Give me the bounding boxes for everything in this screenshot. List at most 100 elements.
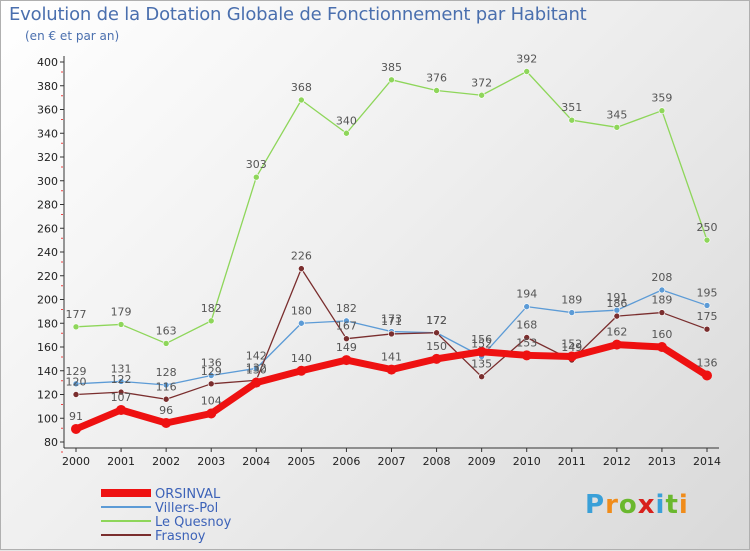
data-point-frasnoy (613, 312, 621, 320)
data-point-villers-pol (207, 372, 215, 379)
data-label-le-quesnoy: 345 (606, 108, 627, 121)
data-label-frasnoy: 149 (561, 341, 582, 354)
data-label-orsinval: 153 (516, 336, 537, 349)
axes: 80 100 120 140 160 180 200 220 240 260 280 300 320 34… (37, 56, 721, 468)
y-tick-label: 240 (37, 246, 58, 259)
data-point-frasnoy (703, 325, 711, 333)
data-point-orsinval (161, 418, 172, 428)
data-label-le-quesnoy: 359 (651, 92, 672, 105)
data-point-orsinval (296, 365, 307, 376)
data-point-frasnoy (478, 373, 485, 380)
legend-label-villers-pol: Villers-Pol (155, 501, 218, 516)
data-point-frasnoy (162, 395, 170, 403)
data-point-villers-pol (568, 309, 576, 316)
data-point-villers-pol (298, 319, 305, 327)
data-point-le-quesnoy (162, 340, 170, 347)
data-label-le-quesnoy: 392 (516, 53, 537, 66)
series-lines (71, 68, 712, 434)
data-label-frasnoy: 189 (651, 294, 672, 307)
data-label-orsinval: 152 (561, 338, 582, 351)
data-label-frasnoy: 172 (426, 314, 447, 327)
data-point-villers-pol (703, 302, 711, 309)
data-label-orsinval: 136 (697, 357, 718, 370)
x-tick-label: 2013 (648, 455, 676, 468)
data-point-villers-pol (658, 286, 666, 294)
y-tick-label: 120 (37, 389, 58, 402)
data-point-orsinval (566, 351, 577, 362)
y-tick-label: 220 (37, 270, 58, 283)
data-point-le-quesnoy (523, 68, 531, 75)
logo-letter: x (637, 490, 656, 520)
data-point-le-quesnoy (343, 129, 350, 137)
logo-letter: i (678, 490, 689, 520)
x-tick-label: 2009 (468, 455, 496, 468)
logo-letter: r (605, 490, 619, 520)
y-tick-label: 260 (37, 222, 58, 235)
data-point-orsinval (521, 350, 532, 361)
data-label-frasnoy: 116 (156, 380, 177, 393)
data-label-villers-pol: 194 (516, 288, 537, 301)
data-point-le-quesnoy (703, 236, 711, 244)
data-label-frasnoy: 122 (111, 373, 132, 386)
data-point-orsinval (251, 377, 262, 388)
y-tick-label: 80 (44, 436, 58, 449)
y-tick-label: 160 (37, 341, 58, 354)
data-label-villers-pol: 128 (156, 366, 177, 379)
y-tick-label: 280 (37, 199, 58, 212)
chart-title: Evolution de la Dotation Globale de Fonc… (9, 4, 587, 25)
data-point-le-quesnoy (298, 96, 305, 104)
data-label-orsinval: 107 (111, 391, 132, 404)
data-label-orsinval: 141 (381, 351, 402, 364)
data-label-frasnoy: 168 (516, 319, 537, 332)
data-point-le-quesnoy (72, 323, 80, 331)
data-point-frasnoy (658, 309, 666, 316)
proxiti-logo: Proxiti (585, 490, 689, 520)
data-point-orsinval (431, 353, 442, 364)
y-tick-label: 100 (37, 412, 58, 425)
data-point-le-quesnoy (207, 317, 215, 325)
data-label-le-quesnoy: 372 (471, 76, 492, 89)
data-label-villers-pol: 208 (651, 271, 672, 284)
data-label-orsinval: 104 (201, 395, 222, 408)
data-label-frasnoy: 135 (471, 358, 492, 371)
data-label-orsinval: 156 (471, 333, 492, 346)
logo-letter: o (618, 490, 638, 520)
x-tick-label: 2006 (332, 455, 360, 468)
x-tick-label: 2010 (513, 455, 541, 468)
data-label-villers-pol: 129 (66, 365, 87, 378)
data-point-orsinval (702, 370, 712, 381)
data-label-villers-pol: 173 (381, 313, 402, 326)
data-label-villers-pol: 180 (291, 304, 312, 317)
legend-label-le-quesnoy: Le Quesnoy (155, 515, 232, 530)
data-point-le-quesnoy (478, 91, 485, 99)
data-point-orsinval (116, 404, 127, 415)
x-tick-label: 2001 (107, 455, 135, 468)
data-label-le-quesnoy: 177 (66, 308, 87, 321)
data-point-le-quesnoy (388, 76, 395, 84)
y-tick-label: 300 (37, 175, 58, 188)
data-point-frasnoy (343, 335, 350, 342)
logo-letter: t (665, 490, 679, 520)
data-point-frasnoy (298, 265, 305, 272)
data-point-le-quesnoy (568, 116, 576, 124)
data-label-le-quesnoy: 250 (697, 221, 718, 234)
data-point-villers-pol (162, 381, 170, 389)
data-point-orsinval (611, 339, 622, 350)
data-point-villers-pol (252, 365, 260, 372)
data-point-frasnoy (523, 334, 531, 341)
x-tick-label: 2008 (423, 455, 451, 468)
data-label-le-quesnoy: 182 (201, 302, 222, 315)
data-point-villers-pol (72, 380, 80, 388)
data-label-le-quesnoy: 351 (561, 101, 582, 114)
y-tick-label: 140 (37, 365, 58, 378)
data-point-orsinval (656, 342, 667, 352)
data-label-orsinval: 91 (69, 410, 83, 423)
y-tick-label: 200 (37, 294, 58, 307)
data-label-frasnoy: 186 (606, 297, 627, 310)
y-tick-label: 380 (37, 80, 58, 93)
data-label-le-quesnoy: 376 (426, 72, 447, 85)
y-tick-label: 400 (37, 56, 58, 69)
data-label-villers-pol: 172 (426, 314, 447, 327)
